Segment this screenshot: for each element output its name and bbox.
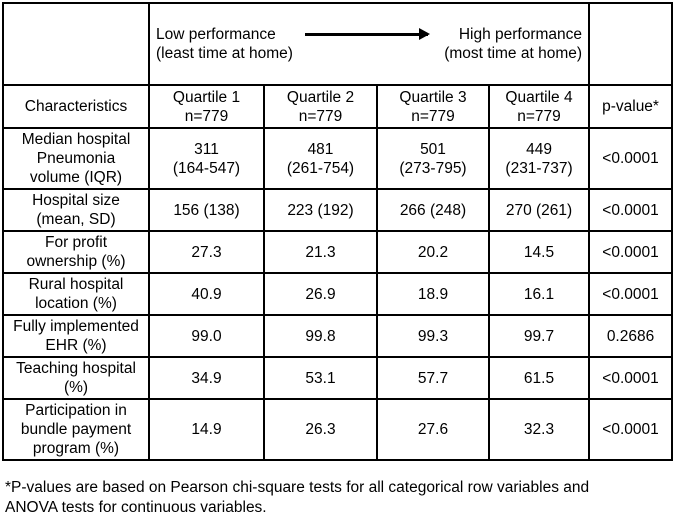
value-cell-q2: 481 (261-754) [263,127,378,190]
value-cell-q1: 34.9 [148,356,265,400]
value-cell-q1: 99.0 [148,314,265,358]
pvalue-cell: <0.0001 [588,230,674,274]
value-cell-q3: 99.3 [376,314,490,358]
value-cell-q1: 14.9 [148,398,265,461]
column-header-pvalue: p-value* [588,84,674,129]
pvalue-cell: <0.0001 [588,398,674,461]
column-header-quartile2: Quartile 2 n=779 [263,84,378,129]
high-performance-line1: High performance [458,26,583,43]
value-cell-q4: 16.1 [487,272,591,316]
table-row: Hospital size (mean, SD) 156 (138) 223 (… [2,188,674,232]
pvalue-cell: <0.0001 [588,188,674,232]
row-label-cell: Median hospital Pneumonia volume (IQR) [2,127,150,190]
row-label-cell: Hospital size (mean, SD) [2,188,150,232]
span-header-row: Low performance (least time at home) High… [2,2,674,86]
footnotes: *P-values are based on Pearson chi-squar… [5,478,672,521]
value-cell-q2: 26.9 [263,272,378,316]
empty-header-cell-right [588,2,674,86]
value-cell-q1: 40.9 [148,272,265,316]
value-cell-q3: 18.9 [376,272,490,316]
value-cell-q3: 20.2 [376,230,490,274]
table-row: Rural hospital location (%) 40.9 26.9 18… [2,272,674,316]
high-performance-label: High performance (most time at home) [444,25,582,63]
column-header-characteristics: Characteristics [2,84,150,129]
row-label-cell: Participation in bundle payment program … [2,398,150,461]
value-cell-q1: 311 (164-547) [148,127,265,190]
value-cell-q1: 156 (138) [148,188,265,232]
value-cell-q4: 14.5 [487,230,591,274]
value-cell-q1: 27.3 [148,230,265,274]
low-performance-line1: Low performance [156,26,276,43]
performance-span-content: Low performance (least time at home) High… [156,25,582,63]
row-label-cell: Teaching hospital (%) [2,356,150,400]
value-cell-q4: 270 (261) [487,188,591,232]
value-cell-q2: 223 (192) [263,188,378,232]
pvalue-cell: 0.2686 [588,314,674,358]
value-cell-q2: 21.3 [263,230,378,274]
value-cell-q4: 61.5 [487,356,591,400]
table-row: Teaching hospital (%) 34.9 53.1 57.7 61.… [2,356,674,400]
value-cell-q2: 53.1 [263,356,378,400]
column-header-quartile3: Quartile 3 n=779 [376,84,490,129]
value-cell-q3: 266 (248) [376,188,490,232]
value-cell-q3: 501 (273-795) [376,127,490,190]
table-row: Participation in bundle payment program … [2,398,674,461]
value-cell-q3: 57.7 [376,356,490,400]
value-cell-q4: 449 (231-737) [487,127,591,190]
value-cell-q4: 32.3 [487,398,591,461]
pvalue-cell: <0.0001 [588,127,674,190]
pvalue-cell: <0.0001 [588,272,674,316]
performance-span-cell: Low performance (least time at home) High… [147,2,591,86]
pvalue-cell: <0.0001 [588,356,674,400]
row-label-cell: Rural hospital location (%) [2,272,150,316]
value-cell-q4: 99.7 [487,314,591,358]
row-label-cell: For profit ownership (%) [2,230,150,274]
empty-header-cell-left [2,2,150,86]
value-cell-q2: 26.3 [263,398,378,461]
value-cell-q2: 99.8 [263,314,378,358]
low-performance-line2: (least time at home) [156,45,293,62]
table-row: Fully implemented EHR (%) 99.0 99.8 99.3… [2,314,674,358]
table-row: For profit ownership (%) 27.3 21.3 20.2 … [2,230,674,274]
value-cell-q3: 27.6 [376,398,490,461]
high-performance-line2: (most time at home) [444,45,583,62]
table-row: Median hospital Pneumonia volume (IQR) 3… [2,127,674,190]
low-performance-label: Low performance (least time at home) [156,25,293,63]
characteristics-table: Low performance (least time at home) High… [2,2,674,461]
row-label-cell: Fully implemented EHR (%) [2,314,150,358]
column-header-quartile4: Quartile 4 n=779 [487,84,591,129]
right-arrow-icon [304,28,431,40]
footnote-pvalue: *P-values are based on Pearson chi-squar… [5,479,590,516]
column-header-row: Characteristics Quartile 1 n=779 Quartil… [2,84,674,129]
column-header-quartile1: Quartile 1 n=779 [148,84,265,129]
